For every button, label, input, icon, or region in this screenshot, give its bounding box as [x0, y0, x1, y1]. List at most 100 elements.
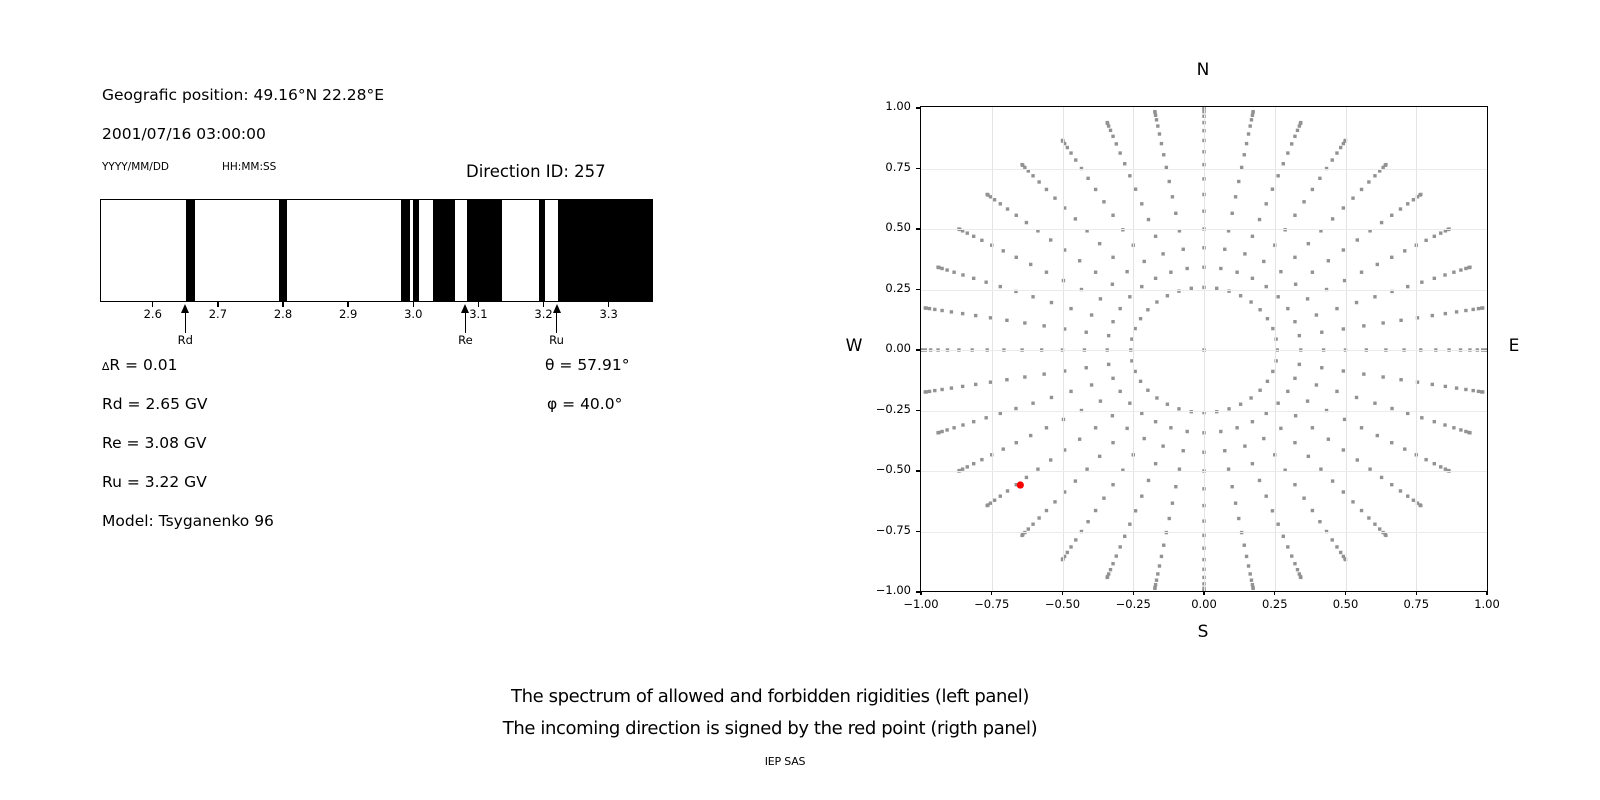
dot [1447, 469, 1451, 473]
dot [1049, 395, 1054, 400]
dot [1169, 426, 1173, 430]
dot [1140, 284, 1144, 289]
forbidden-band [557, 200, 652, 301]
rigidity-tick-label: 3.0 [404, 307, 423, 321]
dot [1005, 318, 1009, 322]
dot [1265, 379, 1270, 384]
y-tick [915, 228, 920, 230]
grid-line-horizontal [921, 531, 1487, 533]
dot [940, 387, 944, 392]
dot [1293, 440, 1297, 445]
y-tick [915, 470, 920, 472]
dot [1262, 259, 1266, 264]
dot [1305, 399, 1310, 403]
dot [1411, 198, 1416, 202]
rigidity-marker-label: Ru [549, 333, 564, 347]
dot [1359, 508, 1364, 513]
dot [1001, 249, 1005, 253]
dot [1398, 207, 1403, 211]
dot [1242, 543, 1246, 547]
dot [1053, 196, 1057, 200]
dot [1381, 375, 1385, 379]
forbidden-band [538, 200, 545, 301]
dot [1233, 195, 1238, 199]
dot [1189, 409, 1193, 414]
dot [1310, 270, 1315, 274]
dot [1073, 217, 1078, 221]
dot [1069, 545, 1073, 549]
dot [1239, 530, 1244, 535]
dot [1118, 306, 1122, 311]
dot [1359, 187, 1364, 192]
dot [1310, 187, 1315, 192]
dot [1108, 567, 1113, 572]
dot [1111, 440, 1115, 445]
time-format-label: HH:MM:SS [222, 161, 277, 173]
x-tick [1203, 591, 1205, 595]
dot [1014, 406, 1018, 411]
dot [1079, 408, 1084, 413]
dot [1354, 395, 1359, 400]
dot [1098, 399, 1103, 403]
dot [1128, 401, 1132, 405]
dot [1005, 378, 1009, 382]
dot [1244, 554, 1249, 559]
x-tick [1415, 591, 1417, 595]
dot [1014, 440, 1018, 445]
dot [1153, 234, 1158, 238]
dot [974, 313, 978, 318]
dot [1037, 180, 1041, 184]
dot [985, 192, 989, 197]
dot [1077, 259, 1082, 263]
dot [1177, 289, 1181, 293]
compass-label-e: E [1508, 336, 1520, 356]
dot [1165, 402, 1170, 406]
forbidden-band [401, 200, 410, 301]
dot [1286, 545, 1290, 549]
dot [1262, 436, 1266, 441]
dot [1053, 500, 1057, 504]
dot [1443, 384, 1448, 389]
x-tick-label: −0.25 [1115, 597, 1151, 611]
dot [1140, 494, 1144, 498]
dot [1130, 337, 1134, 341]
caption-line-2: The incoming direction is signed by the … [502, 718, 1038, 739]
dot [984, 416, 988, 420]
dot [1102, 200, 1106, 204]
dot [1330, 538, 1334, 542]
dot [980, 238, 984, 243]
dot [1373, 295, 1377, 299]
dot [961, 273, 965, 277]
dot [1111, 483, 1115, 487]
dot [1251, 109, 1255, 114]
dot [1227, 289, 1231, 293]
dot [1162, 543, 1166, 547]
dot [1249, 396, 1253, 400]
x-tick [1274, 591, 1276, 595]
phi-label: φ = 40.0° [547, 395, 623, 413]
dot [1443, 311, 1448, 316]
re-label: Re = 3.08 GV [102, 434, 207, 452]
dot [1286, 151, 1290, 155]
model-label: Model: Tsyganenko 96 [102, 512, 274, 530]
dot [1110, 282, 1115, 286]
y-tick-label: −1.00 [875, 583, 911, 597]
dot [1161, 252, 1165, 256]
dot [965, 465, 969, 469]
dot [1111, 376, 1115, 381]
dot [1153, 276, 1158, 281]
y-tick [915, 591, 920, 593]
dot [980, 457, 984, 462]
dot [1227, 407, 1231, 411]
rigidity-tick-label: 3.1 [469, 307, 488, 321]
x-tick [1344, 591, 1347, 595]
dot [1373, 522, 1377, 526]
dot [998, 284, 1002, 289]
rigidity-tick-label: 2.8 [273, 307, 293, 321]
dot [1454, 386, 1459, 390]
dot [1250, 419, 1255, 424]
dot [1161, 444, 1165, 448]
y-tick [915, 107, 920, 109]
rigidity-tick-label: 3.3 [599, 307, 618, 321]
dot [1403, 249, 1407, 253]
